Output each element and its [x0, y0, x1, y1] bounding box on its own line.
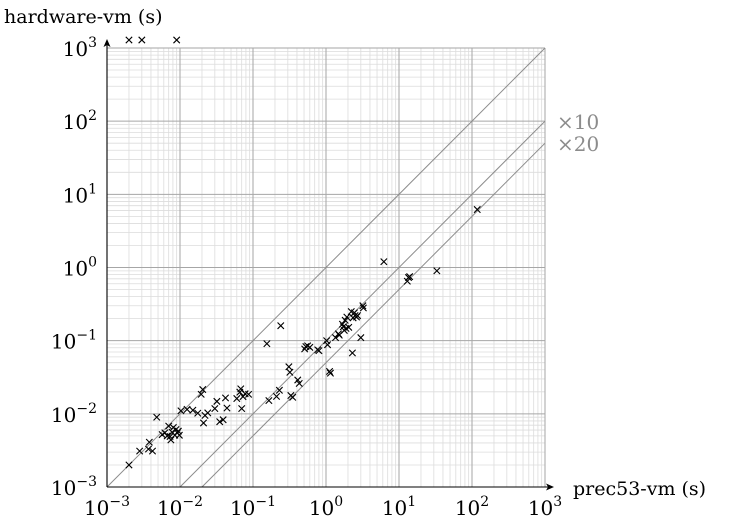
x-tick-label: 103	[528, 494, 562, 520]
data-point	[277, 322, 285, 330]
data-point	[272, 392, 281, 401]
data-point	[286, 368, 294, 376]
data-point	[433, 267, 441, 275]
data-point	[125, 461, 133, 469]
data-point	[223, 404, 231, 412]
data-point	[174, 427, 182, 435]
data-point	[315, 347, 323, 355]
data-point	[343, 313, 351, 321]
data-point	[233, 394, 241, 403]
data-point	[275, 386, 283, 394]
data-point	[199, 385, 207, 394]
data-point	[323, 341, 332, 349]
data-point	[244, 390, 253, 398]
data-points	[125, 36, 481, 469]
data-point	[359, 304, 367, 312]
data-point	[326, 367, 334, 376]
data-point	[326, 369, 335, 377]
x-tick-label: 10−3	[84, 494, 130, 520]
data-point	[204, 409, 212, 417]
y-axis-title: hardware-vm (s)	[4, 6, 163, 28]
x-tick-label: 101	[382, 494, 416, 520]
data-point	[263, 340, 271, 348]
data-point	[136, 447, 144, 455]
data-point	[194, 409, 202, 417]
axes	[103, 39, 554, 491]
x-tick-label: 100	[309, 494, 343, 520]
data-point	[348, 349, 356, 357]
y-tick-label: 102	[63, 108, 97, 134]
x-tick-label: 102	[455, 494, 489, 520]
data-point	[138, 36, 146, 44]
data-point	[216, 418, 224, 426]
data-point	[165, 422, 173, 430]
data-point	[175, 431, 183, 439]
data-point	[265, 396, 273, 405]
data-point	[177, 407, 185, 415]
y-tick-label: 10−1	[51, 328, 97, 354]
x-tick-label: 10−2	[157, 494, 203, 520]
data-point	[238, 404, 246, 413]
data-point	[331, 334, 340, 342]
data-point	[173, 36, 181, 44]
data-point	[306, 343, 314, 351]
y-tick-label: 10−2	[51, 401, 97, 427]
data-point	[353, 312, 362, 320]
data-point	[148, 447, 157, 455]
data-point	[125, 36, 133, 44]
reference-line	[179, 120, 546, 488]
reference-line	[201, 142, 546, 488]
y-tick-label: 100	[63, 255, 97, 281]
data-point	[380, 258, 388, 266]
data-point	[199, 419, 208, 427]
data-point	[211, 404, 219, 413]
data-point	[197, 390, 205, 398]
data-point	[145, 438, 153, 446]
y-tick-label: 103	[63, 35, 97, 61]
data-point	[189, 406, 197, 414]
data-point	[153, 413, 161, 421]
x-axis-arrow	[546, 483, 554, 491]
data-point	[285, 363, 293, 371]
data-point	[473, 205, 481, 214]
x-axis-title: prec53-vm (s)	[573, 478, 706, 500]
y-tick-label: 10−3	[51, 474, 97, 500]
reference-lines: ×10×20	[106, 47, 599, 488]
data-point	[357, 334, 365, 342]
data-point	[406, 273, 414, 281]
data-point	[221, 394, 230, 402]
data-point	[345, 323, 353, 331]
reference-line-label: ×20	[557, 132, 599, 156]
data-point	[359, 302, 367, 310]
reference-line-label: ×10	[557, 110, 599, 134]
data-point	[219, 416, 227, 424]
data-point	[213, 397, 221, 405]
data-point	[289, 393, 297, 401]
y-axis-arrow	[103, 39, 111, 47]
data-point	[144, 445, 153, 453]
tick-labels: 10−3 10−2 10−1 100 101 102 103 10−3 10−2 10−1 100 1…	[51, 35, 562, 520]
data-point	[183, 405, 191, 413]
data-point	[295, 379, 303, 388]
y-tick-label: 101	[63, 181, 97, 207]
x-tick-label: 10−1	[230, 494, 276, 520]
reference-line	[106, 47, 546, 488]
